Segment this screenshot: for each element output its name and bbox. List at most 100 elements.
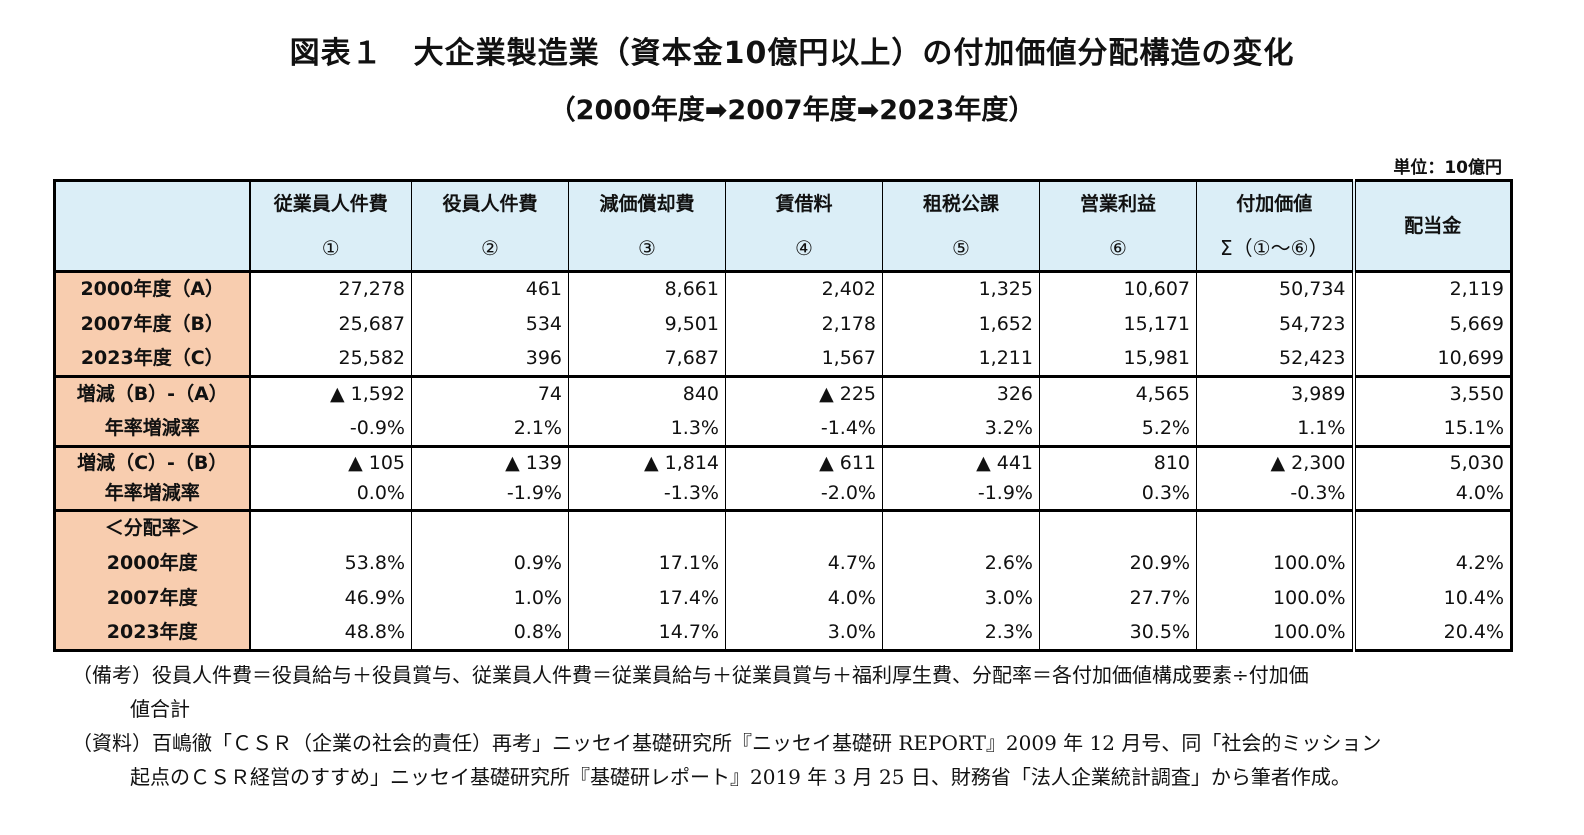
col-header-rent: 賃借料 xyxy=(725,180,883,226)
table-cell: 100.0% xyxy=(1196,545,1354,581)
remarks-line-2: 値合計 xyxy=(130,697,190,721)
col-header-dividends: 配当金 xyxy=(1351,180,1512,272)
table-cell: 1.1% xyxy=(1196,411,1354,447)
table-cell: 2.6% xyxy=(882,545,1040,581)
col-header-operating-profit: 営業利益 xyxy=(1039,180,1197,226)
row-label: 2007年度 xyxy=(54,580,251,616)
table-row: 2007年度 46.9% 1.0% 17.4% 4.0% 3.0% 27.7% 100.0% 1… xyxy=(54,580,1512,616)
table-cell: 15,981 xyxy=(1039,341,1197,377)
remarks-line-1: （備考）役員人件費＝役員給与＋役員賞与、従業員人件費＝従業員給与＋従業員賞与＋福… xyxy=(72,663,1309,687)
table-cell: 48.8% xyxy=(249,615,412,651)
table-cell: 15,171 xyxy=(1039,306,1197,342)
table-cell: 52,423 xyxy=(1196,341,1354,377)
row-label: 2000年度 xyxy=(54,545,251,581)
footnotes: （備考）役員人件費＝役員給与＋役員賞与、従業員人件費＝従業員給与＋従業員賞与＋福… xyxy=(72,658,1512,794)
table-cell: 20.4% xyxy=(1351,615,1512,651)
header-corner xyxy=(54,180,251,272)
row-label: ＜分配率＞ xyxy=(54,509,251,546)
col-sub-1: ① xyxy=(249,226,412,272)
table-cell: 25,582 xyxy=(249,341,412,377)
col-sub-4: ④ xyxy=(725,226,883,272)
table-cell: 534 xyxy=(411,306,569,342)
row-label: 2023年度（C） xyxy=(54,341,251,377)
table-cell: 46.9% xyxy=(249,580,412,616)
table-row: ＜分配率＞ xyxy=(54,509,1512,546)
table-cell: 461 xyxy=(411,270,569,307)
table-cell: 3.2% xyxy=(882,411,1040,447)
table-cell: ▲ 139 xyxy=(411,445,569,479)
table-cell: 17.1% xyxy=(568,545,726,581)
table-cell: -0.9% xyxy=(249,411,412,447)
table-cell: -1.9% xyxy=(882,478,1040,511)
col-header-taxes: 租税公課 xyxy=(882,180,1040,226)
table-cell: 2,119 xyxy=(1351,270,1512,307)
table-row: 増減（C）-（B） ▲ 105 ▲ 139 ▲ 1,814 ▲ 611 ▲ 441 810 ▲… xyxy=(54,445,1512,479)
table-cell: 5,669 xyxy=(1351,306,1512,342)
table-cell: 1.0% xyxy=(411,580,569,616)
table-cell: 0.8% xyxy=(411,615,569,651)
table-cell: 10.4% xyxy=(1351,580,1512,616)
table-cell: 74 xyxy=(411,375,569,412)
table-cell: 0.0% xyxy=(249,478,412,511)
table-cell: 50,734 xyxy=(1196,270,1354,307)
table-row: 増減（B）-（A） ▲ 1,592 74 840 ▲ 225 326 4,565 3,989 3… xyxy=(54,375,1512,412)
col-sub-6: ⑥ xyxy=(1039,226,1197,272)
col-sub-2: ② xyxy=(411,226,569,272)
table-cell: 3,550 xyxy=(1351,375,1512,412)
table-cell: 2.3% xyxy=(882,615,1040,651)
table-row: 2023年度 48.8% 0.8% 14.7% 3.0% 2.3% 30.5% 100.0% 2… xyxy=(54,615,1512,651)
table-cell xyxy=(725,509,883,546)
table-cell: 25,687 xyxy=(249,306,412,342)
table-cell: ▲ 1,814 xyxy=(568,445,726,479)
table-cell: 1.3% xyxy=(568,411,726,447)
table-cell: 4,565 xyxy=(1039,375,1197,412)
table-cell: 2.1% xyxy=(411,411,569,447)
unit-label: 単位：10億円 xyxy=(1393,158,1502,178)
table-row: 2023年度（C） 25,582 396 7,687 1,567 1,211 15,981 5… xyxy=(54,341,1512,377)
row-label: 年率増減率 xyxy=(54,411,251,447)
row-label: 増減（C）-（B） xyxy=(54,445,251,479)
row-label: 2023年度 xyxy=(54,615,251,651)
table-cell: 100.0% xyxy=(1196,615,1354,651)
col-sub-sum: Σ（①～⑥） xyxy=(1196,226,1354,272)
table-cell: ▲ 105 xyxy=(249,445,412,479)
table-cell: ▲ 611 xyxy=(725,445,883,479)
table-cell: ▲ 225 xyxy=(725,375,883,412)
table-row: 年率増減率 -0.9% 2.1% 1.3% -1.4% 3.2% 5.2% 1.1% 15.1% xyxy=(54,411,1512,447)
table-cell: 14.7% xyxy=(568,615,726,651)
table-cell xyxy=(411,509,569,546)
table-cell: 840 xyxy=(568,375,726,412)
table-cell: 0.9% xyxy=(411,545,569,581)
table-cell xyxy=(1196,509,1354,546)
table-cell: 326 xyxy=(882,375,1040,412)
table-cell: 53.8% xyxy=(249,545,412,581)
table-cell: 0.3% xyxy=(1039,478,1197,511)
table-cell: 20.9% xyxy=(1039,545,1197,581)
table-cell: -1.4% xyxy=(725,411,883,447)
table-cell: 100.0% xyxy=(1196,580,1354,616)
col-header-employee-cost: 従業員人件費 xyxy=(249,180,412,226)
table-cell: 1,567 xyxy=(725,341,883,377)
table-cell: ▲ 441 xyxy=(882,445,1040,479)
table-cell xyxy=(1351,509,1512,546)
source-line-1: （資料）百嶋徹「ＣＳＲ（企業の社会的責任）再考」ニッセイ基礎研究所『ニッセイ基礎… xyxy=(72,731,1382,755)
figure-subtitle: （2000年度➡2007年度➡2023年度） xyxy=(548,95,1036,126)
table-cell: 5,030 xyxy=(1351,445,1512,479)
col-sub-3: ③ xyxy=(568,226,726,272)
table-cell: 3,989 xyxy=(1196,375,1354,412)
table-cell: -1.3% xyxy=(568,478,726,511)
table-cell: ▲ 1,592 xyxy=(249,375,412,412)
table-cell: 4.0% xyxy=(1351,478,1512,511)
table-cell: -0.3% xyxy=(1196,478,1354,511)
value-added-table: 従業員人件費 役員人件費 減価償却費 賃借料 租税公課 営業利益 付加価値 配当… xyxy=(53,179,1513,652)
table-cell: 5.2% xyxy=(1039,411,1197,447)
row-label: 2007年度（B） xyxy=(54,306,251,342)
source-line-2: 起点のＣＳＲ経営のすすめ」ニッセイ基礎研究所『基礎研レポート』2019 年 3 … xyxy=(130,765,1351,789)
table-cell: 15.1% xyxy=(1351,411,1512,447)
row-label: 2000年度（A） xyxy=(54,270,251,307)
table-cell: 7,687 xyxy=(568,341,726,377)
table-cell xyxy=(882,509,1040,546)
table-cell: 3.0% xyxy=(725,615,883,651)
col-sub-5: ⑤ xyxy=(882,226,1040,272)
table-cell: ▲ 2,300 xyxy=(1196,445,1354,479)
